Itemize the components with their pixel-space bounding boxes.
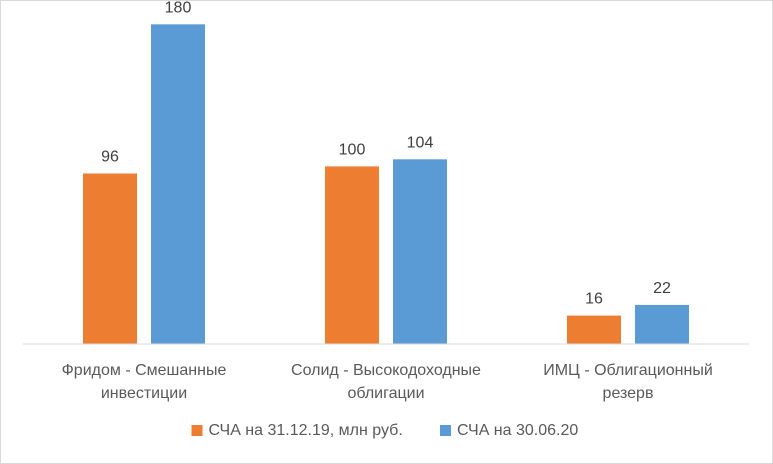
data-label-series1-cat3: 16 [585,291,603,308]
category-label-3-line1: ИМЦ - Облигационный [543,362,713,379]
legend-label-1: СЧА на 31.12.19, млн руб. [209,422,403,439]
data-label-series2-cat1: 180 [165,1,192,16]
legend-swatch-2 [440,425,451,436]
category-label-1-line1: Фридом - Смешанные [62,362,227,379]
bar-series1-cat3 [567,315,621,344]
category-label-1-line2: инвестиции [101,385,187,402]
data-label-series1-cat2: 100 [339,141,366,158]
data-label-series2-cat2: 104 [407,134,434,151]
category-label-3-line2: резерв [603,385,654,402]
legend: СЧА на 31.12.19, млн руб. СЧА на 30.06.20 [191,422,578,439]
bar-series2-cat3 [635,304,689,344]
bar-series1-cat1 [83,173,137,344]
legend-label-2: СЧА на 30.06.20 [457,422,578,439]
bar-series2-cat2 [393,159,447,344]
bar-series1-cat2 [325,166,379,344]
data-label-series2-cat3: 22 [653,280,671,297]
bars-group [83,24,689,344]
value-labels-group: 96 180 100 104 16 22 [101,1,671,308]
bar-series2-cat1 [151,24,205,344]
legend-swatch-1 [191,425,203,436]
data-label-series1-cat1: 96 [101,149,119,166]
category-labels-group: Фридом - Смешанные инвестиции Солид - Высо… [62,362,713,402]
category-label-2-line2: облигации [347,385,424,402]
category-label-2-line1: Солид - Высокодоходные [291,362,481,379]
